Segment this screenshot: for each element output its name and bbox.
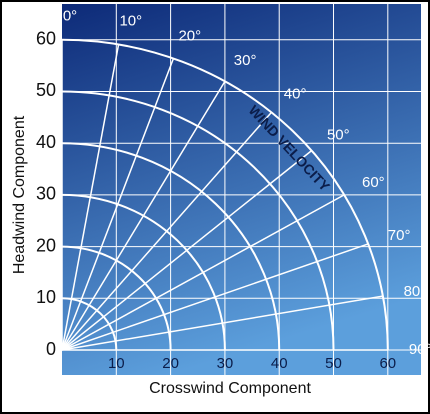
angle-ray — [61, 150, 313, 351]
velocity-arc — [61, 245, 172, 351]
angle-ray — [61, 58, 175, 351]
angle-ray — [61, 243, 369, 351]
y-tick-label: 60 — [36, 29, 56, 49]
y-axis-label: Headwind Component — [11, 115, 28, 274]
velocity-arc — [61, 142, 281, 351]
x-axis-label: Crosswind Component — [149, 380, 311, 397]
y-tick-label: 20 — [36, 235, 56, 255]
angle-ray — [61, 295, 383, 351]
velocity-arc — [61, 193, 226, 351]
velocity-arc — [61, 90, 335, 351]
angle-ray — [61, 80, 226, 351]
x-tick-label: 40 — [271, 355, 288, 372]
angle-label: 80° — [404, 283, 427, 300]
angle-ray — [61, 44, 120, 351]
angle-ray — [61, 111, 272, 351]
angle-label: 0° — [63, 7, 77, 24]
angle-label: 10° — [119, 13, 142, 30]
angle-label: 60° — [362, 174, 385, 191]
angle-ray — [61, 194, 345, 351]
y-tick-label: 10 — [36, 287, 56, 307]
y-tick-label: 40 — [36, 132, 56, 152]
y-tick-label: 0 — [46, 339, 56, 359]
y-tick-label: 50 — [36, 80, 56, 100]
angle-label: 20° — [178, 28, 201, 45]
x-tick-label: 30 — [217, 355, 234, 372]
x-tick-label: 10 — [108, 355, 125, 372]
angle-label: 70° — [388, 227, 411, 244]
y-tick-label: 30 — [36, 184, 56, 204]
velocity-arc — [61, 38, 389, 351]
angle-label: 40° — [284, 86, 307, 103]
plot-background — [62, 4, 421, 375]
angle-label: 50° — [327, 127, 350, 144]
angle-label: 90° — [409, 341, 430, 358]
x-tick-label: 50 — [325, 355, 342, 372]
x-tick-label: 60 — [379, 355, 396, 372]
angle-label: 30° — [234, 52, 257, 69]
x-tick-label: 20 — [162, 355, 179, 372]
